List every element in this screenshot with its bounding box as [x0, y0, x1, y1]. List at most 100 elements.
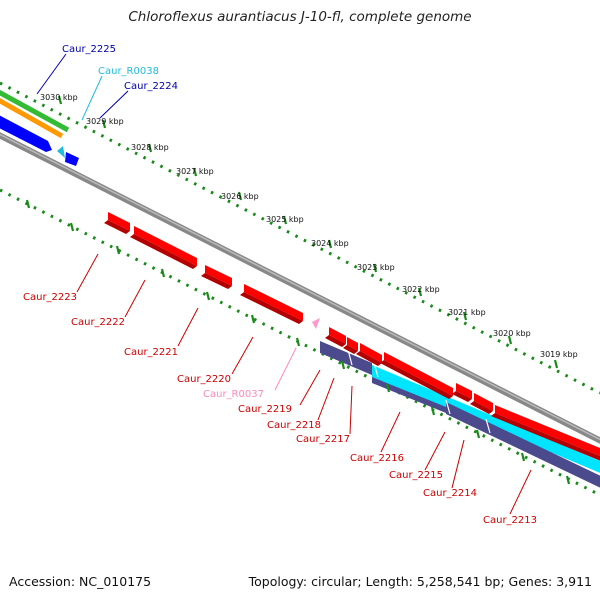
gene-leader-line — [81, 75, 103, 121]
gene-leader-line — [451, 439, 465, 489]
cds-block-shadow — [356, 351, 382, 366]
gene-leader-line — [380, 411, 401, 453]
gene-leader-line — [76, 253, 99, 293]
rna-mark[interactable] — [312, 318, 320, 329]
cds-block[interactable] — [205, 265, 232, 286]
ruler-tick — [147, 143, 153, 153]
cds-block[interactable] — [495, 405, 600, 458]
purple-track-sep — [445, 399, 451, 415]
ruler-lower-dots — [0, 188, 600, 497]
ruler-tick — [160, 268, 166, 278]
map-title: Chloroflexus aurantiacus J-10-fl, comple… — [128, 9, 472, 25]
cds-block-shadow — [325, 335, 346, 347]
cds-block-shadow — [343, 345, 358, 354]
gene-leader-line — [177, 307, 199, 347]
gene-label[interactable]: Caur_2223 — [23, 292, 77, 303]
ruler-tick-label: 3020 kbp — [493, 329, 531, 338]
gene-label[interactable]: Caur_2213 — [483, 515, 537, 526]
gene-leader-line — [349, 385, 353, 435]
gene-leader-line — [274, 347, 297, 391]
ruler-tick — [507, 335, 513, 345]
cds-block[interactable] — [456, 383, 472, 399]
gene-leader-line — [231, 336, 254, 375]
cds-block-shadow — [491, 413, 600, 461]
cds-block-shadow — [104, 220, 130, 234]
ruler-tick — [520, 452, 526, 462]
ruler-tick — [327, 239, 333, 249]
gene-caur-2224-arrow[interactable] — [65, 152, 79, 166]
ruler-tick — [295, 337, 301, 347]
gene-leader-line — [36, 53, 67, 95]
gene-label[interactable]: Caur_R0038 — [98, 66, 159, 77]
gene-label[interactable]: Caur_2220 — [177, 374, 231, 385]
ruler-tick-label: 3027 kbp — [176, 167, 214, 176]
green-track — [0, 89, 70, 133]
gene-label[interactable]: Caur_R0037 — [203, 389, 264, 400]
cds-block-shadow — [240, 292, 303, 324]
gene-label[interactable]: Caur_2222 — [71, 317, 125, 328]
ruler-tick — [115, 245, 121, 255]
ruler-tick-label: 3026 kbp — [221, 192, 259, 201]
gene-leader-line — [299, 369, 321, 406]
ruler-tick-label: 3021 kbp — [448, 308, 486, 317]
gene-caur-2225-arrow[interactable] — [0, 113, 52, 152]
gene-label[interactable]: Caur_2216 — [350, 453, 404, 464]
gene-label[interactable]: Caur_2218 — [267, 420, 321, 431]
cyan-track — [372, 365, 600, 473]
ruler-tick — [372, 263, 378, 273]
cds-block-shadow — [470, 401, 493, 414]
ruler-tick — [57, 95, 63, 105]
gene-label[interactable]: Caur_2221 — [124, 347, 178, 358]
cds-block[interactable] — [108, 212, 130, 231]
cds-block-shadow — [380, 360, 453, 399]
gene-leader-line — [317, 377, 335, 421]
ruler-tick — [553, 359, 559, 369]
ruler-tick — [565, 475, 571, 485]
gene-leader-line — [424, 431, 446, 471]
purple-track-a — [320, 341, 372, 375]
gene-label[interactable]: Caur_2214 — [423, 488, 477, 499]
gene-leader-line — [99, 90, 129, 119]
ruler-tick-label: 3030 kbp — [40, 93, 78, 102]
ruler-tick — [475, 429, 481, 439]
genome-summary-text: Topology: circular; Length: 5,258,541 bp… — [248, 574, 592, 589]
cds-block[interactable] — [347, 337, 358, 351]
purple-track-sep — [347, 349, 353, 366]
cds-block[interactable] — [474, 393, 493, 411]
gene-label[interactable]: Caur_2224 — [124, 81, 178, 92]
ruler-tick-label: 3022 kbp — [402, 285, 440, 294]
gene-label[interactable]: Caur_2219 — [238, 404, 292, 415]
accession-text: Accession: NC_010175 — [9, 574, 152, 589]
purple-track-sep — [485, 418, 491, 434]
cds-block[interactable] — [329, 327, 346, 344]
cds-block-shadow — [130, 234, 197, 269]
purple-track-sep — [373, 362, 379, 378]
ruler-tick — [462, 311, 468, 321]
backbone — [0, 132, 600, 444]
ruler-upper-dots — [0, 81, 600, 395]
purple-track-c — [446, 402, 600, 488]
orange-track — [0, 97, 64, 139]
cds-block[interactable] — [384, 352, 453, 396]
ruler-tick — [192, 167, 198, 177]
ruler-tick-label: 3025 kbp — [266, 215, 304, 224]
gene-label[interactable]: Caur_2225 — [62, 44, 116, 55]
ruler-tick — [430, 406, 436, 416]
gene-leader-line — [124, 279, 146, 318]
ruler-tick — [101, 119, 107, 129]
gene-label[interactable]: Caur_2217 — [296, 434, 350, 445]
cds-block-shadow — [452, 391, 472, 402]
cds-block-shadow — [201, 273, 232, 289]
cds-block[interactable] — [244, 284, 303, 321]
gene-leader-line — [509, 469, 532, 515]
ruler-tick — [417, 287, 423, 297]
ruler-tick — [282, 215, 288, 225]
ruler-tick — [250, 314, 256, 324]
cds-block[interactable] — [360, 343, 382, 363]
cds-block[interactable] — [134, 226, 197, 266]
backbone-highlight — [0, 133, 600, 441]
ruler-tick — [25, 199, 31, 209]
gene-label[interactable]: Caur_2215 — [389, 470, 443, 481]
gene-caur-r0038-mark[interactable] — [57, 146, 65, 158]
